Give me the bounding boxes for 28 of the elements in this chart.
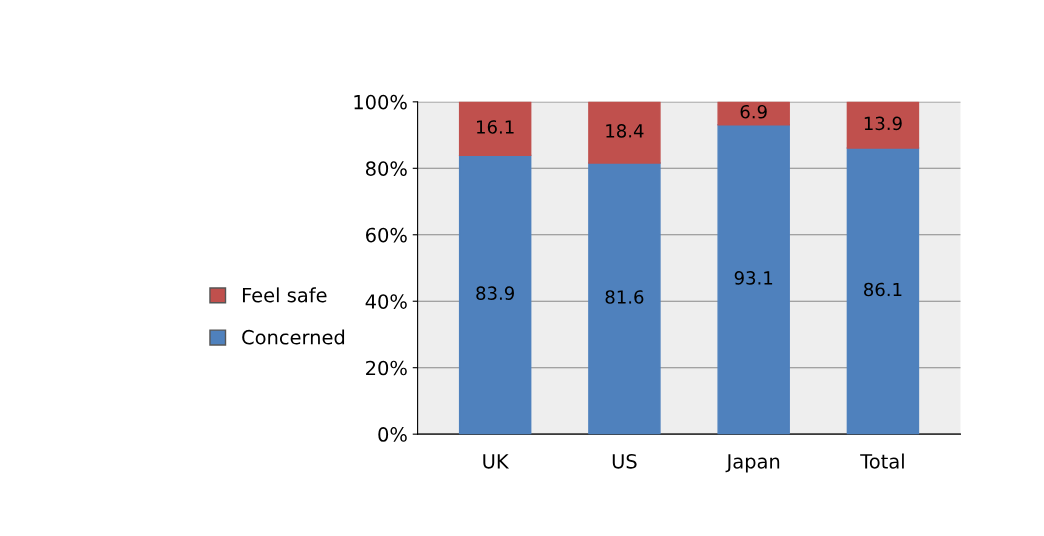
data-label: 6.9 [740,104,767,119]
y-tick-label: 20% [366,360,407,376]
legend-label: Concerned [242,329,345,345]
bar [717,101,790,126]
bar [846,147,920,435]
data-label: 93.1 [734,271,773,285]
x-tick-label: Japan [725,454,780,473]
data-label: 83.9 [476,286,514,300]
x-tick-label: UK [483,454,510,469]
data-label: 13.9 [864,116,902,131]
y-tick-label: 0% [378,427,407,442]
legend-label: Feel safe [242,287,327,303]
bar [458,101,532,157]
bar [846,101,920,149]
bar [588,162,661,435]
data-label: 16.1 [477,120,514,134]
x-tick-label: US [612,453,637,469]
bar [717,124,790,435]
y-tick-label: 60% [366,227,407,243]
data-label: 81.6 [605,290,644,304]
y-tick-label: 80% [365,161,407,176]
bar [588,101,661,164]
data-label: 18.4 [606,124,644,138]
bar [458,154,532,435]
y-tick-label: 100% [354,94,407,110]
y-tick-label: 40% [365,294,407,309]
data-label: 86.1 [864,282,902,297]
x-tick-label: Total [860,453,904,469]
